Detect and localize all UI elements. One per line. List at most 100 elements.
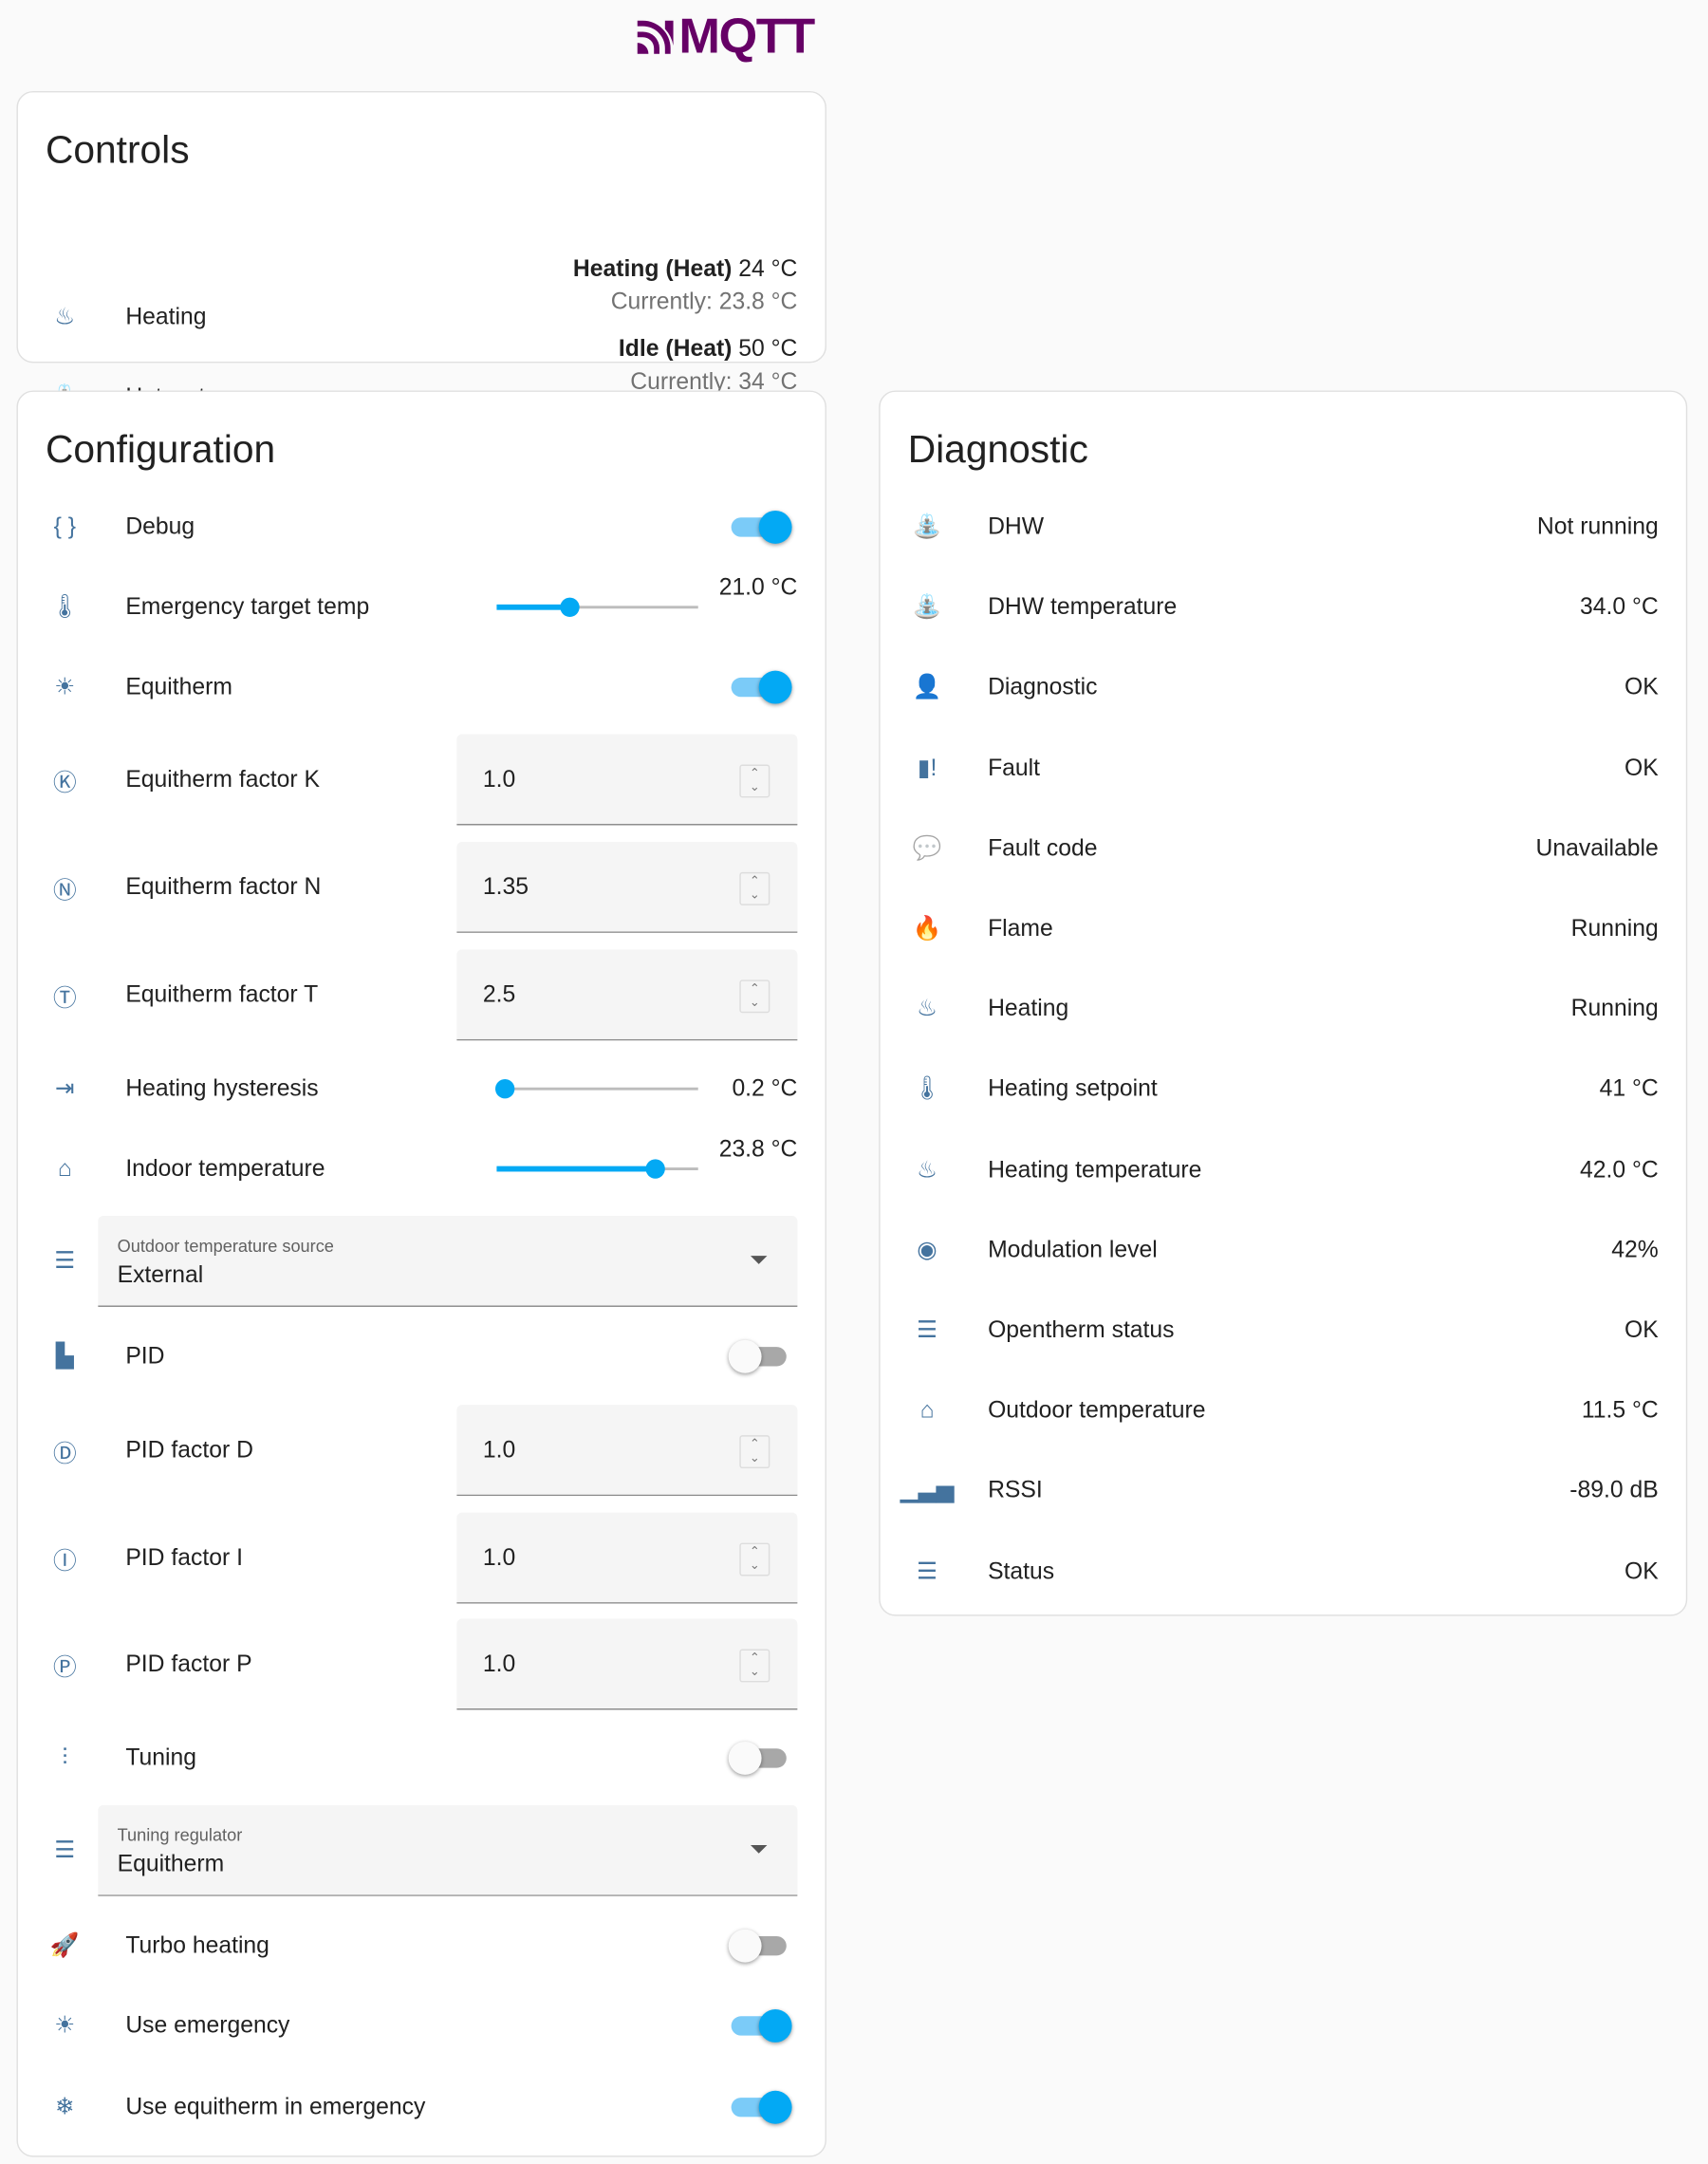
equitherm-toggle[interactable] [731,670,792,704]
diagnostic-row[interactable]: ▁▃▅ RSSI -89.0 dB [900,1472,1659,1511]
sun-snowflake-icon: ☀ [54,2011,76,2039]
diagnostic-value: 11.5 °C [1581,1396,1659,1424]
diagnostic-value: 42.0 °C [1579,1155,1659,1183]
diagnostic-row[interactable]: ☰ Opentherm status OK [908,1311,1659,1350]
chart-bar-icon: ▙ [55,1342,74,1370]
fire-circle-icon: ◉ [917,1236,938,1263]
mqtt-logo: MQTT [635,7,815,64]
dropdown-arrow-icon [750,1844,768,1854]
alpha-t-circle-icon: Ⓣ [52,984,77,1012]
equitherm-row: ☀ Equitherm [46,668,797,707]
pid-factor-i-row: Ⓘ PID factor I 1.0 ⌃ ⌄ [46,1512,798,1604]
list-status-icon: ☰ [917,1316,938,1343]
diagnostic-row[interactable]: ♨ Heating Running [908,990,1659,1029]
card-title: Diagnostic [907,427,1088,471]
equitherm-factor-k-input[interactable]: 1.0 ⌃ ⌄ [456,734,798,826]
tuning-toggle[interactable] [728,1741,789,1775]
alpha-d-circle-icon: Ⓓ [52,1440,77,1466]
diagnostic-row[interactable]: 💬 Fault code Unavailable [908,830,1659,868]
emergency-target-temp-row: 🌡 Emergency target temp 21.0 °C [46,574,798,626]
home-thermometer-outline-icon: ⌂ [919,1396,935,1424]
diagnostic-value: Not running [1536,513,1659,540]
diagnostic-value: OK [1624,1316,1659,1343]
pid-factor-p-input[interactable]: 1.0 ⌃ ⌄ [456,1618,798,1710]
diagnostic-row[interactable]: 👤 Diagnostic OK [908,668,1659,707]
pid-factor-i-input[interactable]: 1.0 ⌃ ⌄ [456,1512,798,1604]
diagnostic-row[interactable]: ▮! Fault OK [908,749,1659,788]
format-list-bulleted-icon: ☰ [54,1837,76,1863]
account-wrench-icon: 👤 [912,674,942,700]
tuning-regulator-select[interactable]: Tuning regulator Equitherm [98,1804,798,1896]
diagnostic-value: OK [1624,1557,1659,1584]
diagnostic-row[interactable]: 🔥 Flame Running [908,909,1659,948]
turbo-heating-row: 🚀 Turbo heating [46,1927,797,1966]
diagnostic-row[interactable]: ◉ Modulation level 42% [908,1231,1658,1270]
turbo-heating-toggle[interactable] [728,1929,789,1963]
heating-hysteresis-slider[interactable] [494,1075,698,1103]
stepper[interactable]: ⌃ ⌄ [739,1542,770,1576]
diagnostic-row[interactable]: ⛲ DHW temperature 34.0 °C [908,588,1659,627]
alpha-k-circle-icon: Ⓚ [52,769,77,796]
stepper[interactable]: ⌃ ⌄ [739,764,770,798]
pid-factor-p-row: Ⓟ PID factor P 1.0 ⌃ ⌄ [46,1618,798,1710]
stepper[interactable]: ⌃ ⌄ [739,979,770,1014]
stepper[interactable]: ⌃ ⌄ [739,1649,770,1683]
home-thermometer-icon: ⌂ [57,1154,72,1182]
equitherm-factor-t-input[interactable]: 2.5 ⌃ ⌄ [456,949,798,1041]
diagnostic-value: Running [1570,915,1659,942]
diagnostic-value: Unavailable [1535,834,1659,862]
emergency-target-temp-slider[interactable] [496,593,698,621]
sun-snowflake-icon: ☀ [54,673,76,700]
equitherm-factor-k-row: Ⓚ Equitherm factor K 1.0 ⌃ ⌄ [46,734,798,826]
tuning-regulator-row: ☰ Tuning regulator Equitherm [46,1804,798,1896]
equitherm-factor-n-row: Ⓝ Equitherm factor N 1.35 ⌃ ⌄ [46,841,798,933]
diagnostic-card: Diagnostic ⛲ DHW Not running ⛲ DHW temper… [879,390,1688,1616]
card-title: Configuration [45,427,276,471]
debug-row: { } Debug [46,508,797,547]
water-pump-icon: ⛲ [912,513,942,540]
format-list-bulleted-icon: ☰ [54,1247,76,1275]
diagnostic-value: 34.0 °C [1579,593,1659,621]
stepper[interactable]: ⌃ ⌄ [739,1435,770,1469]
diagnostic-row[interactable]: ♨ Heating temperature 42.0 °C [908,1150,1659,1189]
thermometer-alert-icon: 🌡 [49,593,81,620]
pid-toggle[interactable] [728,1339,789,1373]
diagnostic-row[interactable]: ☰ Status OK [908,1552,1659,1591]
diagnostic-value: Running [1570,995,1659,1022]
equitherm-factor-n-input[interactable]: 1.35 ⌃ ⌄ [456,841,798,933]
pid-factor-d-row: Ⓓ PID factor D 1.0 ⌃ ⌄ [46,1405,798,1497]
water-boiler-alert-icon: ▮! [917,754,938,781]
tune-vertical-icon: ⫶ [62,1744,68,1771]
alpha-n-circle-icon: Ⓝ [52,877,77,904]
use-emergency-row: ☀ Use emergency [46,2006,797,2045]
outdoor-temperature-source-select[interactable]: Outdoor temperature source External [98,1215,798,1307]
code-braces-icon: { } [53,513,77,540]
use-equitherm-in-emergency-toggle[interactable] [731,2090,792,2124]
control-heating[interactable]: ♨ Heating Heating (Heat) 24 °C Currently… [46,255,797,352]
comment-alert-icon: 💬 [912,834,942,862]
diagnostic-value: OK [1624,754,1659,781]
signal-icon: ▁▃▅ [900,1477,955,1503]
radiator-icon: ♨ [917,1155,938,1183]
outdoor-temperature-source-row: ☰ Outdoor temperature source External [46,1215,798,1307]
thermometer-water-icon: 🌡 [912,1075,942,1102]
controls-card: Controls ♨ Heating Heating (Heat) 24 °C … [16,90,826,410]
pid-row: ▙ PID [46,1337,797,1376]
card-title: Controls [45,128,190,172]
snowflake-alert-icon: ❄ [54,2093,75,2120]
mqtt-logo-icon [637,20,674,54]
list-status-icon: ☰ [917,1557,938,1584]
pid-factor-d-input[interactable]: 1.0 ⌃ ⌄ [456,1405,798,1497]
water-pump-icon: ⛲ [912,593,942,621]
debug-toggle[interactable] [731,510,792,544]
diagnostic-row[interactable]: ⛲ DHW Not running [908,508,1659,547]
stepper[interactable]: ⌃ ⌄ [739,871,770,905]
diagnostic-row[interactable]: 🌡 Heating setpoint 41 °C [908,1070,1658,1109]
rocket-launch-icon: 🚀 [49,1931,80,1959]
indoor-temperature-slider[interactable] [496,1155,698,1183]
alpha-i-circle-icon: Ⓘ [52,1547,77,1575]
use-emergency-toggle[interactable] [731,2009,792,2043]
diagnostic-value: -89.0 dB [1569,1477,1659,1503]
equitherm-factor-t-row: Ⓣ Equitherm factor T 2.5 ⌃ ⌄ [46,949,798,1041]
diagnostic-row[interactable]: ⌂ Outdoor temperature 11.5 °C [908,1391,1659,1430]
